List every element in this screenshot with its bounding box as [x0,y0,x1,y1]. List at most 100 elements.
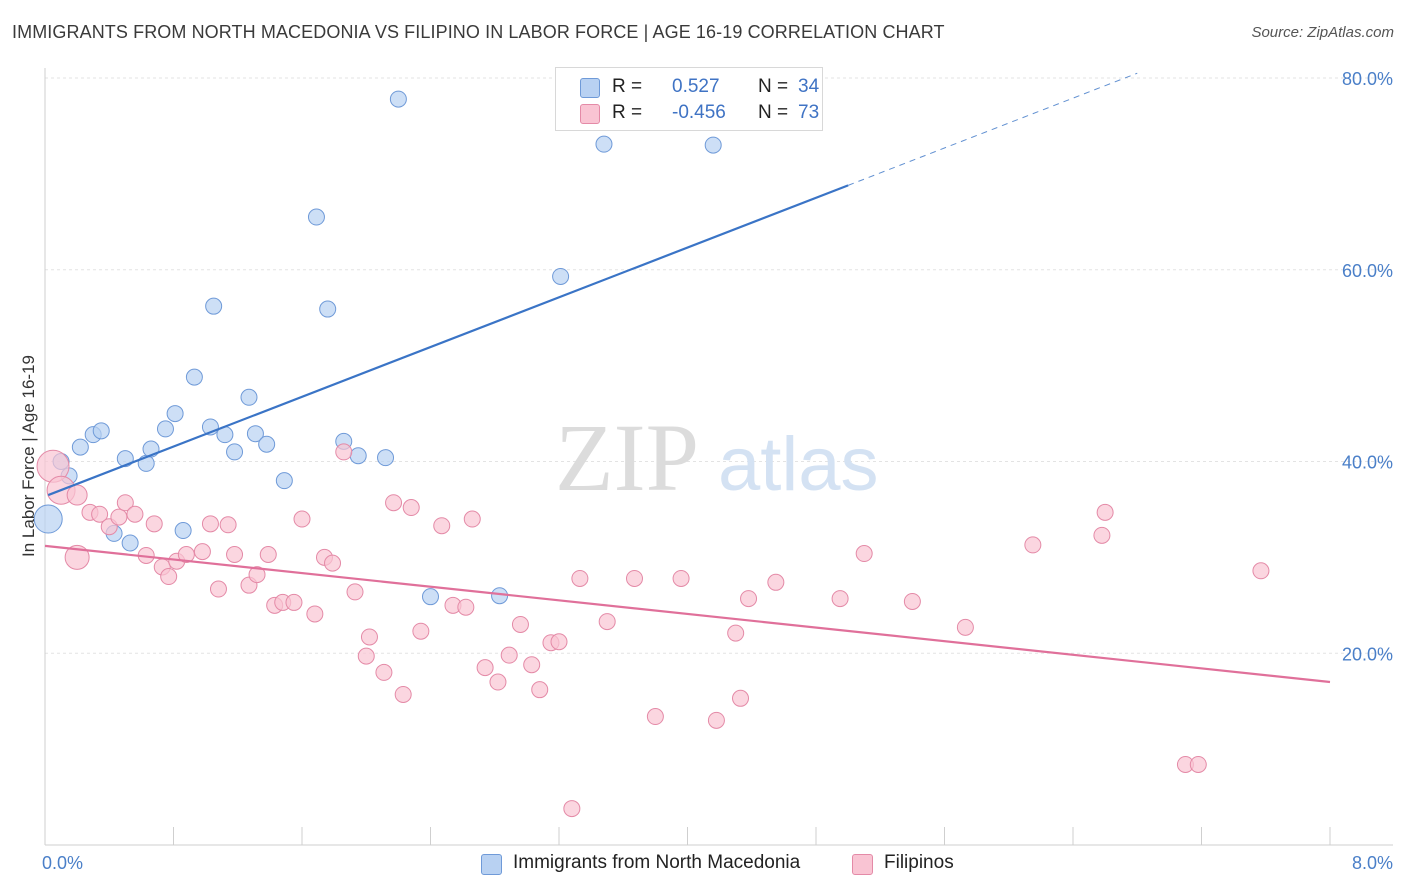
x-tick-min: 0.0% [42,853,83,873]
point-filipinos [219,516,237,534]
point-filipinos [598,613,616,631]
stats-legend: R = 0.527 N = 34 R = -0.456 N = 73 [555,67,823,131]
point-filipinos [160,568,178,586]
point-macedonia [33,504,63,534]
point-filipinos [740,590,758,608]
point-filipinos [226,545,244,563]
point-filipinos [500,646,518,664]
y-tick-label: 20.0% [1342,644,1393,664]
point-filipinos [476,659,494,677]
point-macedonia [422,588,439,606]
point-filipinos [523,656,541,674]
point-filipinos [145,515,163,533]
point-macedonia [307,208,325,226]
x-tick-max: 8.0% [1352,853,1393,873]
point-filipinos [285,593,303,611]
point-filipinos [727,624,745,642]
bottom-legend-label-filipinos: Filipinos [884,852,954,873]
point-macedonia [240,388,258,406]
point-macedonia [704,136,722,154]
point-filipinos [511,615,529,633]
point-filipinos [259,545,277,563]
point-filipinos [707,711,725,729]
point-filipinos [126,505,144,523]
point-filipinos [625,569,643,587]
point-filipinos [457,598,475,616]
trend-lines [44,72,1331,684]
point-filipinos [324,554,342,572]
point-filipinos [571,569,589,587]
legend-n-value: 34 [798,76,820,97]
trend-line-filipinos [44,544,1331,684]
point-filipinos [375,663,393,681]
y-axis-label: In Labor Force | Age 16-19 [19,355,38,557]
point-filipinos [116,494,134,512]
point-filipinos [64,544,90,570]
point-filipinos [306,605,324,623]
point-filipinos [385,494,403,512]
point-filipinos [489,673,507,691]
point-macedonia [258,435,276,453]
point-filipinos [193,543,211,561]
point-filipinos [248,566,266,584]
legend-r-value: 0.527 [672,76,720,97]
point-filipinos [1024,536,1042,554]
bottom-legend-swatch-macedonia [481,854,502,875]
legend-swatch-filipinos [580,104,600,124]
axis-labels: In Labor Force | Age 16-19 0.0% 8.0% 20.… [19,69,1393,873]
point-filipinos [1252,562,1270,580]
legend-row-macedonia: R = 0.527 N = 34 [580,74,820,100]
legend-r-value: -0.456 [672,102,726,123]
legend-r-label: R = [612,76,643,97]
point-filipinos [66,484,88,506]
legend-n-value: 73 [798,102,820,123]
point-filipinos [201,515,219,533]
point-filipinos [831,590,849,608]
point-filipinos [550,633,568,651]
point-filipinos [956,618,974,636]
point-filipinos [563,800,581,818]
point-filipinos [209,580,227,598]
point-macedonia [226,443,244,461]
trend-line-macedonia [47,184,849,497]
watermark-zip: ZIP [555,404,699,511]
y-tick-label: 80.0% [1342,69,1393,89]
point-filipinos [91,505,109,523]
point-filipinos [531,681,549,699]
point-macedonia [174,522,192,540]
point-macedonia [156,420,174,438]
point-macedonia [319,300,337,318]
trend-line-macedonia-extension [847,72,1138,186]
point-filipinos [672,569,690,587]
watermark: ZIP atlas [555,404,879,511]
point-filipinos [394,685,412,703]
point-filipinos [412,622,430,640]
point-macedonia [389,90,407,108]
point-macedonia [595,135,613,153]
point-filipinos [402,499,420,517]
point-filipinos [646,708,664,726]
legend-swatch-macedonia [580,78,600,98]
legend-row-filipinos: R = -0.456 N = 73 [580,100,820,126]
point-filipinos [903,592,921,610]
point-filipinos [463,510,481,528]
y-tick-label: 40.0% [1342,453,1393,473]
chart-title: IMMIGRANTS FROM NORTH MACEDONIA VS FILIP… [12,22,945,42]
source-label: Source: ZipAtlas.com [1251,24,1394,41]
data-points [33,90,1270,818]
legend-n-label: N = [758,102,789,123]
legend-r-label: R = [612,102,643,123]
bottom-legend-label-macedonia: Immigrants from North Macedonia [513,852,801,873]
point-macedonia [552,267,570,285]
point-filipinos [433,517,451,535]
point-filipinos [177,545,195,563]
point-macedonia [246,425,264,443]
watermark-atlas: atlas [718,422,879,507]
point-macedonia [166,405,184,423]
point-filipinos [357,647,375,665]
point-filipinos [110,508,128,526]
point-macedonia [275,472,293,490]
point-filipinos [732,689,750,707]
point-macedonia [92,422,110,440]
